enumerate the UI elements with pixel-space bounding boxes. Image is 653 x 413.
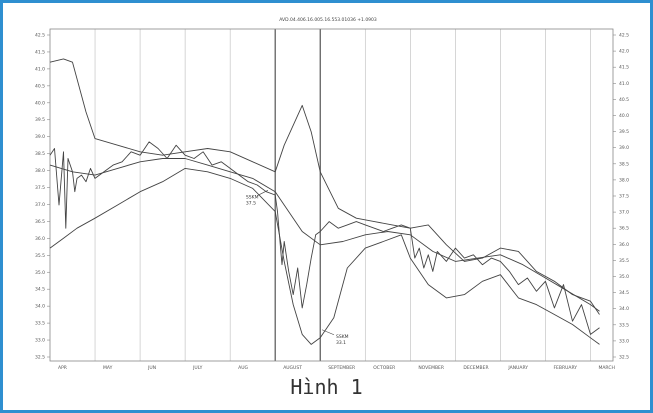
axes: APR MAY JUN JULY AUG AUGUST SEPTEMBER OCTOBER NO… [35,28,629,371]
series-line-1 [49,141,600,335]
y-tick-label-right: 33.0 [619,338,629,344]
y-tick-label-right: 42.5 [619,33,629,39]
y-tick-label-left: 39.5 [35,117,45,123]
y-tick-label-left: 37.0 [35,202,45,208]
x-tick-label: AUG [238,365,248,371]
y-tick-label-left: 42.5 [35,33,45,39]
x-tick-label: JANUARY [507,365,528,371]
x-tick-label: SEPTEMBER [328,365,355,371]
series-line-4 [49,167,600,345]
chart-area: AVD.04.406.16.005.16.553.01036 +1.0903 A… [8,9,645,371]
y-tick-label-left: 32.5 [35,355,45,361]
x-tick-label: APR [58,365,67,371]
y-tick-label-right: 41.5 [619,65,629,71]
y-tick-label-left: 36.0 [35,236,45,242]
y-tick-label-left: 41.5 [35,49,45,55]
y-tick-label-right: 36.5 [619,226,629,232]
y-tick-label-left: 37.5 [35,185,45,191]
y-tick-label-left: 35.5 [35,253,45,259]
y-tick-label-left: 41.0 [35,66,45,72]
x-tick-label: JUN [147,365,156,371]
y-tick-label-right: 36.0 [619,242,629,248]
annotation-value: 33.1 [336,340,346,346]
x-tick-label: DECEMBER [463,365,488,371]
line-chart: AVD.04.406.16.005.16.553.01036 +1.0903 A… [8,9,645,371]
y-tick-label-right: 33.5 [619,322,629,328]
plot-frame [49,28,614,362]
y-tick-label-right: 35.5 [619,258,629,264]
y-tick-label-right: 39.5 [619,129,629,135]
series-group [49,58,600,345]
annotation-value: 37.5 [246,200,256,206]
y-tick-label-left: 38.0 [35,168,45,174]
y-tick-label-right: 42.0 [619,49,629,55]
y-tick-label-right: 41.0 [619,81,629,87]
y-tick-label-left: 39.0 [35,134,45,140]
series-line-2 [49,158,600,312]
annotation-label: SSKM [246,194,259,200]
annotation-leader [257,190,269,196]
x-tick-label: OCTOBER [373,365,395,371]
y-tick-label-left: 34.0 [35,304,45,310]
y-tick-label-right: 40.5 [619,97,629,103]
y-tick-label-right: 40.0 [619,113,629,119]
y-tick-label-left: 40.5 [35,83,45,89]
y-tick-label-left: 36.5 [35,219,45,225]
x-tick-label: JULY [192,365,203,371]
y-tick-label-right: 37.0 [619,210,629,216]
y-tick-label-right: 37.5 [619,194,629,200]
x-tick-label: FEBRUARY [553,365,577,371]
x-tick-label: NOVEMBER [418,365,444,371]
y-tick-label-left: 33.5 [35,321,45,327]
y-tick-label-left: 40.0 [35,100,45,106]
y-tick-label-left: 38.5 [35,151,45,157]
y-tick-label-right: 32.5 [619,355,629,361]
y-tick-label-left: 34.5 [35,287,45,293]
figure-caption: Hình 1 [290,375,363,399]
x-tick-label: AUGUST [283,365,302,371]
annotation-label: SSKM [336,334,349,340]
series-line-3 [49,58,600,315]
y-tick-label-right: 39.0 [619,145,629,151]
x-tick-label: MARCH [598,365,614,371]
y-tick-label-right: 35.0 [619,274,629,280]
plot-background [8,9,645,371]
y-tick-label-right: 38.5 [619,161,629,167]
chart-title: AVD.04.406.16.005.16.553.01036 +1.0903 [279,17,377,23]
annotation-leader [321,329,335,336]
y-tick-label-right: 34.5 [619,290,629,296]
y-tick-label-left: 33.0 [35,338,45,344]
y-tick-label-right: 38.0 [619,177,629,183]
y-tick-label-left: 35.0 [35,270,45,276]
x-tick-label: MAY [103,365,113,371]
y-tick-label-right: 34.0 [619,306,629,312]
